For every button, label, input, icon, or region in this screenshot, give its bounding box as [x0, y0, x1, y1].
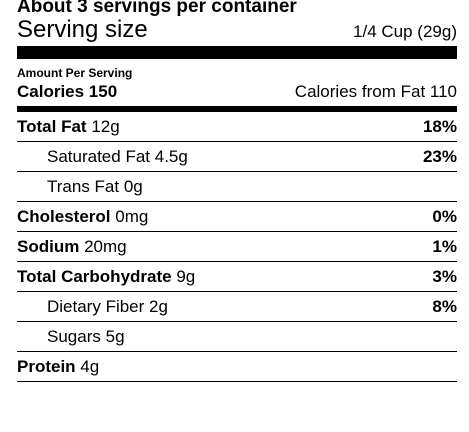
- serving-size-row: Serving size 1/4 Cup (29g): [17, 16, 457, 44]
- nutrient-amount: 9g: [176, 266, 196, 286]
- nutrient-row-total-fat: Total Fat 12g 18%: [17, 112, 457, 142]
- nutrient-name: Cholesterol: [17, 206, 111, 226]
- nutrient-amount: 2g: [149, 296, 168, 316]
- nutrient-amount: 5g: [105, 326, 125, 346]
- nutrient-name: Dietary Fiber: [47, 296, 145, 316]
- nutrient-row-trans-fat: Trans Fat 0g: [17, 172, 457, 202]
- nutrient-row-saturated-fat: Saturated Fat 4.5g 23%: [17, 142, 457, 172]
- nutrient-rows: Total Fat 12g 18% Saturated Fat 4.5g 23%…: [17, 112, 457, 382]
- nutrient-name: Total Fat: [17, 116, 87, 136]
- nutrient-amount: 0mg: [115, 206, 149, 226]
- nutrient-name: Saturated Fat: [47, 146, 151, 166]
- thick-divider: [17, 46, 457, 59]
- nutrient-row-protein: Protein 4g: [17, 352, 457, 382]
- nutrient-name: Total Carbohydrate: [17, 266, 172, 286]
- calories-row: Calories 150 Calories from Fat 110: [17, 82, 457, 102]
- serving-size-value: 1/4 Cup (29g): [353, 22, 457, 41]
- nutrient-dv: 3%: [432, 266, 457, 286]
- nutrient-row-cholesterol: Cholesterol 0mg 0%: [17, 202, 457, 232]
- nutrient-amount: 0g: [123, 176, 143, 196]
- medium-divider: [17, 106, 457, 112]
- nutrient-dv: 18%: [422, 116, 457, 136]
- calories-from-fat: Calories from Fat 110: [294, 82, 457, 101]
- nutrient-amount: 12g: [91, 116, 120, 136]
- serving-size-label: Serving size: [17, 16, 148, 43]
- nutrient-row-sugars: Sugars 5g: [17, 322, 457, 352]
- nutrient-dv: 1%: [432, 236, 457, 256]
- amount-per-serving: Amount Per Serving: [17, 66, 133, 80]
- nutrient-amount: 20mg: [84, 236, 127, 256]
- nutrient-name: Sugars: [47, 326, 101, 346]
- nutrient-amount: 4g: [80, 356, 100, 376]
- nutrition-facts-label: About 3 servings per container Serving s…: [17, 0, 457, 382]
- nutrient-name: Trans Fat: [47, 176, 120, 196]
- nutrient-row-total-carbohydrate: Total Carbohydrate 9g 3%: [17, 262, 457, 292]
- servings-per-container: About 3 servings per container: [17, 0, 297, 17]
- nutrient-name: Sodium: [17, 236, 80, 256]
- nutrient-row-dietary-fiber: Dietary Fiber 2g 8%: [17, 292, 457, 322]
- nutrient-dv: 23%: [422, 146, 457, 166]
- nutrient-name: Protein: [17, 356, 76, 376]
- nutrient-dv: 0%: [432, 206, 457, 226]
- nutrient-dv: 8%: [432, 296, 457, 316]
- nutrient-amount: 4.5g: [154, 146, 188, 166]
- nutrient-row-sodium: Sodium 20mg 1%: [17, 232, 457, 262]
- calories-value: Calories 150: [17, 82, 118, 101]
